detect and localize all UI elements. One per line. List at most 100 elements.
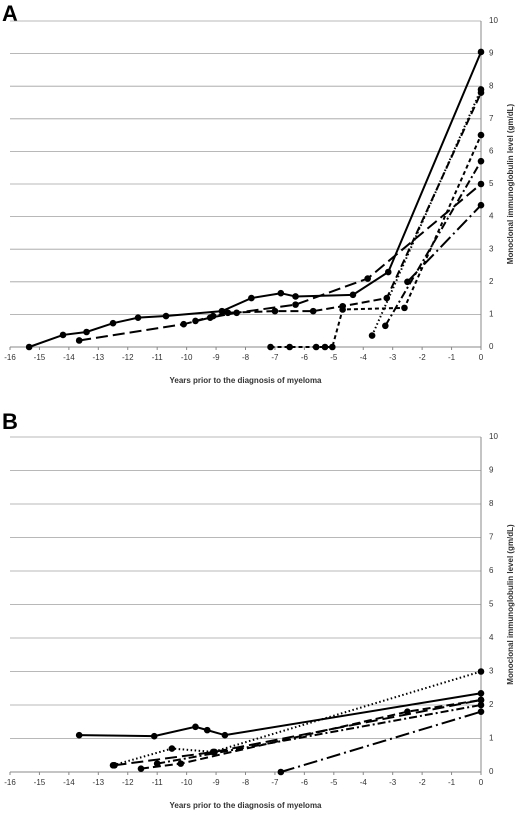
data-point xyxy=(309,307,317,315)
data-point xyxy=(382,322,389,330)
data-point xyxy=(150,732,158,740)
data-point xyxy=(137,765,145,772)
x-tick-label: -12 xyxy=(122,778,134,787)
data-point xyxy=(292,293,299,300)
data-point xyxy=(404,708,411,715)
y-axis-title: Monoclonal immunoglobulin level (gm/dL) xyxy=(506,524,515,685)
y-tick-label: 7 xyxy=(489,114,494,123)
y-tick-label: 4 xyxy=(489,633,494,642)
data-point xyxy=(109,319,117,327)
series-line xyxy=(79,692,482,738)
y-tick-label: 1 xyxy=(489,310,494,319)
data-point xyxy=(477,668,485,675)
y-tick-label: 7 xyxy=(489,533,494,542)
x-axis-title: Years prior to the diagnosis of myeloma xyxy=(169,376,322,385)
x-tick-label: -15 xyxy=(34,778,46,787)
data-point xyxy=(267,343,274,351)
data-point xyxy=(349,291,357,299)
data-point xyxy=(368,332,376,339)
data-point xyxy=(25,343,33,351)
data-point xyxy=(477,701,485,709)
data-point xyxy=(177,760,185,767)
data-point xyxy=(168,745,176,752)
series-line xyxy=(157,704,482,765)
y-tick-label: 10 xyxy=(489,16,498,25)
data-point xyxy=(221,731,229,739)
data-point xyxy=(477,180,485,188)
y-tick-label: 8 xyxy=(489,499,494,508)
y-tick-label: 3 xyxy=(489,667,494,676)
data-point xyxy=(271,307,279,315)
data-point xyxy=(477,86,485,93)
data-point xyxy=(364,275,371,282)
y-tick-label: 8 xyxy=(489,81,494,90)
x-tick-label: -12 xyxy=(122,353,134,362)
x-tick-label: -5 xyxy=(330,353,338,362)
data-point xyxy=(477,201,485,209)
data-point xyxy=(180,320,187,328)
x-tick-label: -9 xyxy=(213,778,221,787)
series-line xyxy=(28,51,482,348)
data-point xyxy=(384,268,392,276)
series-line xyxy=(195,92,482,322)
y-tick-label: 2 xyxy=(489,277,494,286)
x-tick-label: -11 xyxy=(152,353,164,362)
x-tick-label: 0 xyxy=(479,778,484,787)
data-point xyxy=(292,301,299,308)
data-point xyxy=(209,312,217,320)
data-point xyxy=(192,723,199,731)
data-point xyxy=(59,331,67,339)
data-point xyxy=(277,289,285,297)
data-point xyxy=(321,343,329,351)
x-tick-label: -14 xyxy=(63,778,75,787)
data-point xyxy=(312,343,320,351)
data-point xyxy=(248,294,255,302)
data-point xyxy=(401,304,408,312)
x-tick-label: -4 xyxy=(360,353,368,362)
series-line xyxy=(270,134,482,348)
x-tick-label: -3 xyxy=(389,778,397,787)
y-tick-label: 10 xyxy=(489,432,498,441)
x-tick-label: -7 xyxy=(271,778,279,787)
data-point xyxy=(111,762,118,769)
x-tick-label: -5 xyxy=(330,778,338,787)
x-tick-label: -8 xyxy=(242,778,250,787)
data-point xyxy=(477,48,485,56)
y-tick-label: 5 xyxy=(489,179,494,188)
y-tick-label: 0 xyxy=(489,342,494,351)
x-axis-title: Years prior to the diagnosis of myeloma xyxy=(169,801,322,810)
y-tick-label: 5 xyxy=(489,600,494,609)
y-tick-label: 2 xyxy=(489,700,494,709)
data-point xyxy=(75,337,83,344)
data-point xyxy=(134,314,142,321)
x-tick-label: -9 xyxy=(213,353,221,362)
data-point xyxy=(277,768,285,776)
data-point xyxy=(339,306,346,313)
x-tick-label: -15 xyxy=(34,353,46,362)
data-point xyxy=(404,278,411,286)
data-point xyxy=(224,309,232,317)
x-tick-label: -13 xyxy=(93,353,105,362)
x-tick-label: -6 xyxy=(301,353,309,362)
data-point xyxy=(477,708,485,715)
data-point xyxy=(153,760,161,767)
data-point xyxy=(83,328,90,336)
series-line xyxy=(371,89,482,336)
y-axis-title: Monoclonal immunoglobulin level (gm/dL) xyxy=(506,103,515,264)
data-point xyxy=(203,726,211,734)
data-point xyxy=(329,343,336,351)
x-tick-label: -8 xyxy=(242,353,250,362)
x-tick-label: -2 xyxy=(419,778,427,787)
data-point xyxy=(192,317,199,325)
x-tick-label: -16 xyxy=(4,353,16,362)
panel-label: B xyxy=(2,409,18,434)
data-point xyxy=(477,131,485,139)
x-tick-label: -7 xyxy=(271,353,279,362)
x-tick-label: -2 xyxy=(419,353,427,362)
y-tick-label: 3 xyxy=(489,244,494,253)
series-line xyxy=(112,670,482,767)
data-point xyxy=(286,343,293,351)
panel-label: A xyxy=(2,1,18,26)
data-point xyxy=(477,689,485,697)
